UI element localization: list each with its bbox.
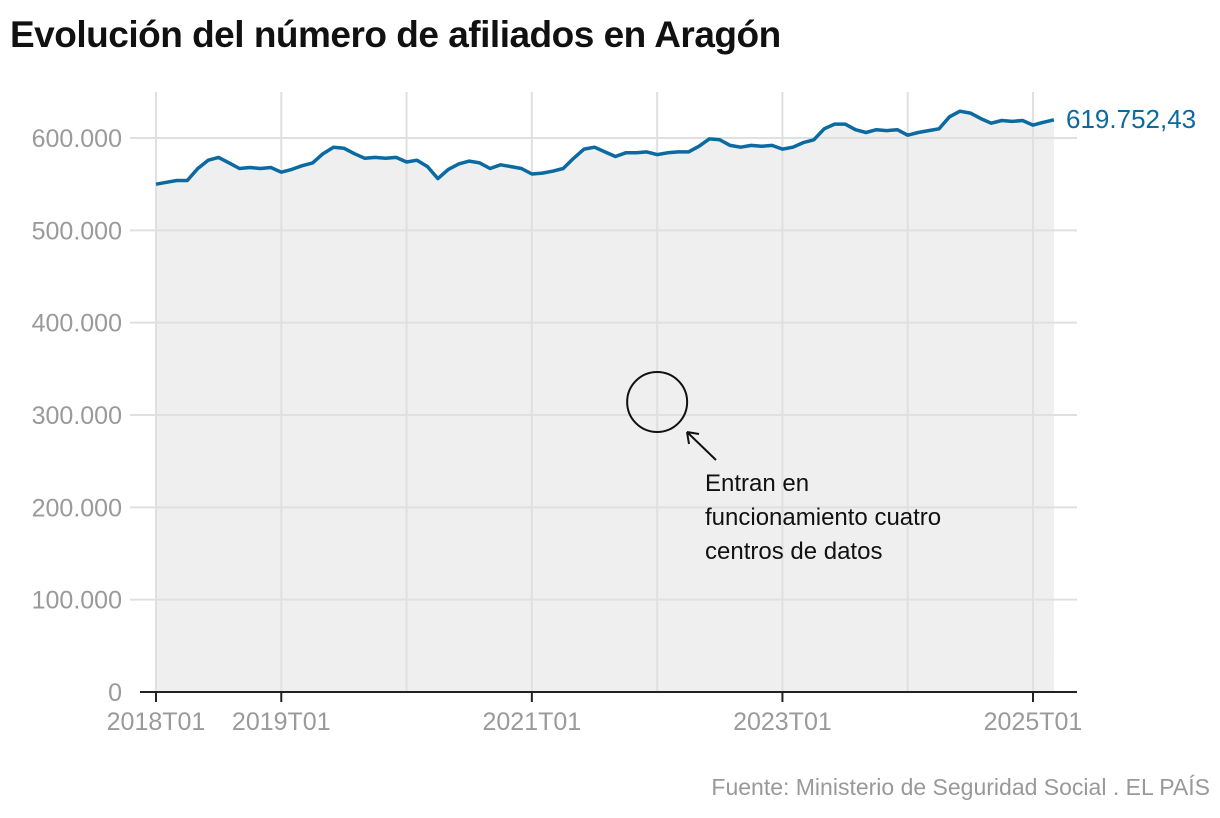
y-tick-label: 100.000: [32, 587, 122, 615]
last-value-label: 619.752,43: [1066, 104, 1196, 134]
x-tick-label: 2018T01: [107, 708, 206, 736]
x-tick-label: 2023T01: [733, 708, 832, 736]
annotation-circle: [626, 371, 689, 433]
annotation-arrow-icon: [686, 431, 717, 461]
x-tick-label: 2025T01: [984, 708, 1083, 736]
y-tick-label: 300.000: [32, 402, 122, 430]
x-tick-label: 2021T01: [483, 708, 582, 736]
y-tick-label: 200.000: [32, 494, 122, 522]
source-note: Fuente: Ministerio de Seguridad Social .…: [711, 774, 1210, 800]
annotation-text: Entran en: [705, 470, 809, 497]
annotation-text: funcionamiento cuatro: [705, 504, 941, 531]
y-tick-label: 600.000: [32, 125, 122, 153]
chart-title: Evolución del número de afiliados en Ara…: [10, 14, 781, 55]
x-tick-label: 2019T01: [232, 708, 331, 736]
y-tick-label: 500.000: [32, 217, 122, 245]
area-fill: [156, 111, 1054, 692]
y-tick-label: 0: [108, 679, 122, 707]
y-tick-label: 400.000: [32, 310, 122, 338]
annotation-text: centros de datos: [705, 538, 882, 565]
